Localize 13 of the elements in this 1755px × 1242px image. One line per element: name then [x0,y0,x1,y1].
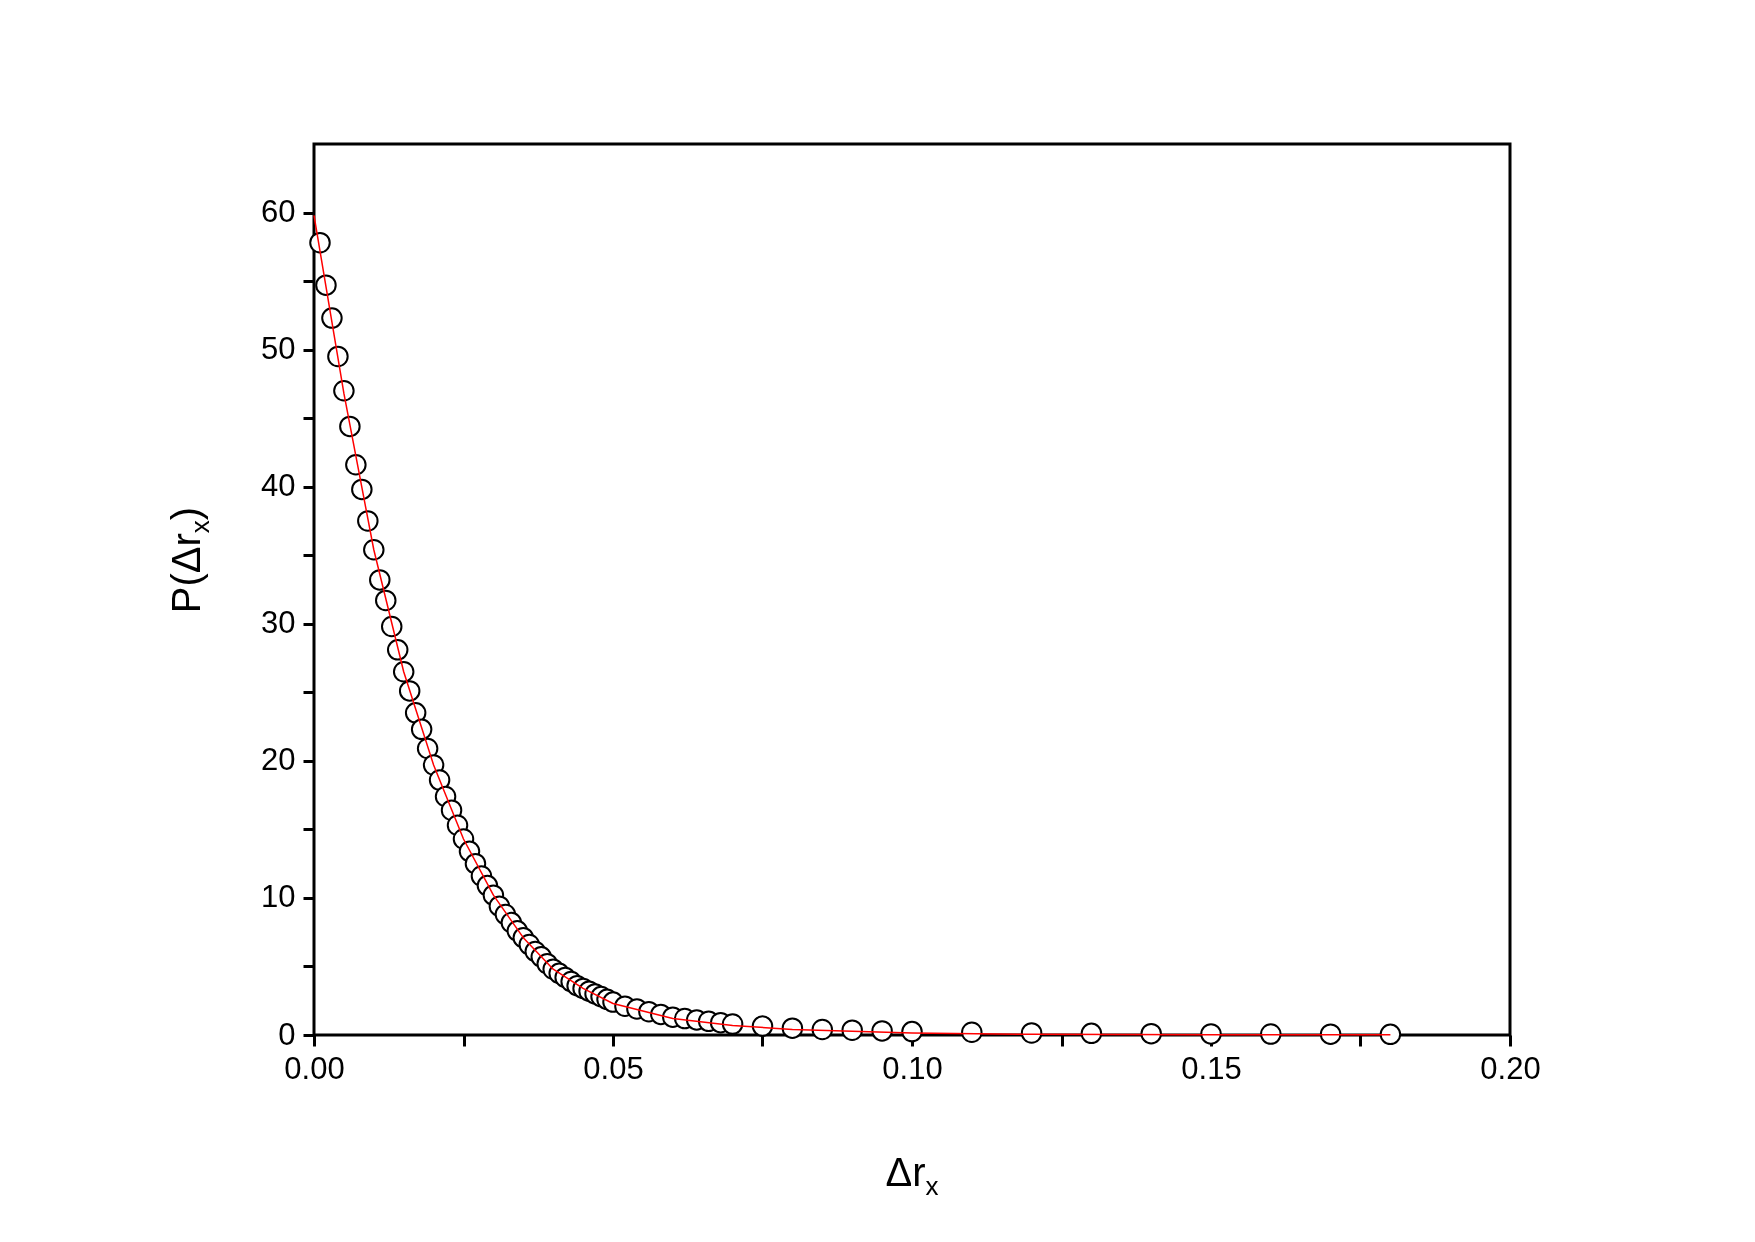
x-tick-label: 0.20 [1480,1050,1541,1086]
x-tick-label: 0.05 [583,1050,644,1086]
y-tick-label: 40 [261,468,296,504]
y-tick-label: 20 [261,742,296,778]
y-tick-label: 0 [278,1016,296,1052]
y-tick-label: 10 [261,879,296,915]
x-tick-label: 0.15 [1181,1050,1242,1086]
x-tick-label: 0.10 [882,1050,943,1086]
y-tick-label: 60 [261,194,296,230]
x-tick-label: 0.00 [284,1050,345,1086]
y-tick-label: 30 [261,605,296,641]
x-axis-title: Δr$_{x}$ [885,1150,939,1202]
y-tick-label: 50 [261,331,296,367]
